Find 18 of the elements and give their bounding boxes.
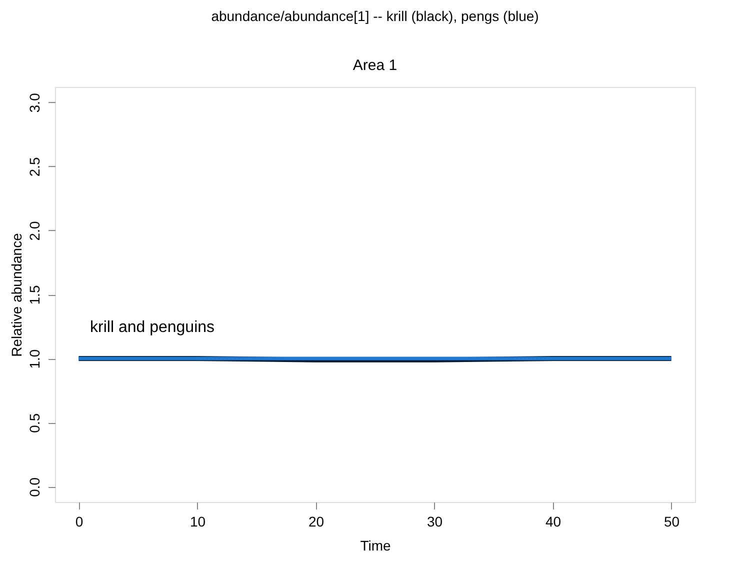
x-tick-label: 30 [426, 514, 443, 530]
y-axis-title: Relative abundance [8, 232, 24, 357]
x-axis-title: Time [360, 538, 392, 554]
x-tick-label: 20 [308, 514, 324, 530]
x-tick-label: 10 [190, 514, 206, 530]
chart-subtitle: Area 1 [352, 57, 398, 74]
x-tick-label: 40 [545, 514, 562, 530]
x-tick-label: 50 [664, 514, 680, 530]
y-tick-label: 1.0 [26, 349, 42, 369]
chart-title: abundance/abundance[1] -- krill (black), pengs (blue) [211, 8, 539, 24]
y-tick-label: 1.5 [26, 285, 42, 305]
y-tick-label: 0.0 [26, 477, 42, 497]
x-tick-label: 0 [75, 514, 84, 530]
y-tick-label: 0.5 [26, 413, 42, 433]
y-tick-label: 2.5 [26, 156, 42, 177]
y-tick-label: 2.0 [26, 221, 42, 241]
y-tick-label: 3.0 [26, 92, 42, 113]
annotation: krill and penguins [90, 319, 215, 336]
